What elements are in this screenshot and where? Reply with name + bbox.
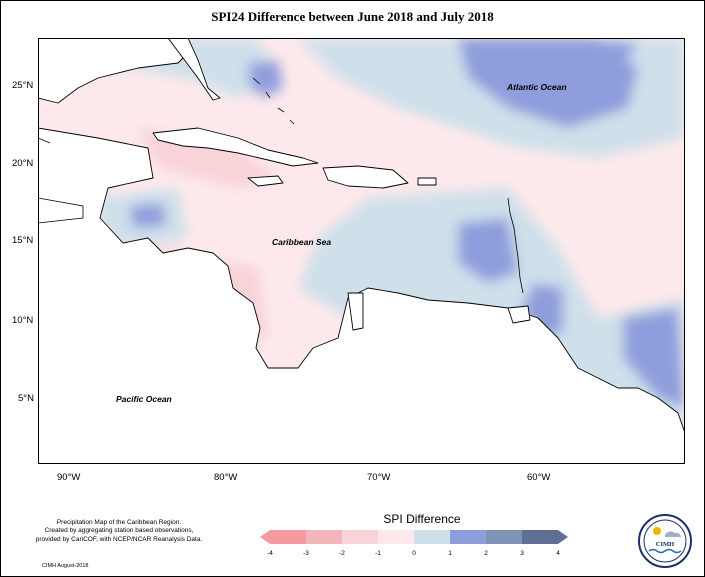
lat-label-10: 10°N — [12, 315, 34, 326]
footer-note-line: Precipitation Map of the Caribbean Regio… — [56, 519, 182, 526]
legend-swatch — [450, 530, 486, 544]
spi-region-east-pink — [508, 138, 685, 288]
logo-text: CIMH — [656, 541, 674, 548]
map-canvas — [38, 38, 685, 464]
cimh-logo: CIMH — [637, 513, 693, 569]
legend-tick-label: -2 — [339, 550, 345, 557]
land-lake-maracaibo — [347, 292, 364, 331]
map-title: SPI24 Difference between June 2018 and J… — [211, 9, 494, 24]
land-lesser-antilles — [507, 197, 524, 294]
spi-region-bahamas-dark — [248, 60, 283, 98]
lon-label-90: 90°W — [57, 472, 81, 483]
legend-tick-label: 1 — [448, 550, 452, 557]
legend-swatch — [342, 530, 378, 544]
lat-label-5: 5°N — [18, 393, 34, 404]
legend-tick-label: -1 — [375, 550, 381, 557]
legend-colorbar: -4 -3 -2 -1 0 1 2 3 4 — [260, 530, 568, 557]
land-bahamas — [252, 77, 295, 125]
spi-region-ne-dark — [558, 38, 638, 58]
spi-region-atlantic-dark — [458, 38, 638, 128]
land-florida — [167, 38, 221, 101]
spi-region-caymans-dark — [130, 203, 166, 228]
map-panel[interactable] — [38, 38, 685, 464]
land-cuba — [152, 127, 319, 167]
legend-swatch — [486, 530, 522, 544]
legend-tick-label: 4 — [556, 550, 560, 557]
label-pacific-ocean: Pacific Ocean — [116, 394, 172, 404]
legend-tick-label: -3 — [303, 550, 309, 557]
lat-label-15: 15°N — [12, 235, 34, 246]
spi-region-guiana-dark — [623, 308, 685, 408]
legend-tick-label: 3 — [520, 550, 524, 557]
footer-note: Precipitation Map of the Caribbean Regio… — [14, 519, 224, 544]
label-atlantic-ocean: Atlantic Ocean — [507, 82, 567, 92]
land-mexico-coast — [38, 137, 84, 224]
footer-note-line: Created by aggregating station based obs… — [44, 527, 194, 535]
legend-swatch — [522, 530, 568, 544]
cloud-icon — [665, 531, 681, 537]
legend-swatch — [414, 530, 450, 544]
legend-tick-label: 2 — [484, 550, 488, 557]
lon-label-60: 60°W — [527, 472, 551, 483]
legend-swatch — [260, 530, 306, 544]
map-border — [38, 38, 685, 464]
wave-icon — [648, 548, 682, 554]
legend-tick-label: -4 — [267, 550, 273, 557]
land-hispaniola — [322, 165, 409, 189]
footer-credit: CIMH August-2018 — [42, 563, 89, 569]
sun-icon — [653, 527, 661, 535]
legend-title: SPI Difference — [383, 512, 461, 526]
spi-region-antilles-dark — [458, 218, 518, 283]
lat-label-25: 25°N — [12, 80, 34, 91]
land-trinidad — [507, 305, 531, 324]
land-jamaica — [247, 175, 284, 187]
lat-label-20: 20°N — [12, 158, 34, 169]
footer-note-line: provided by CariCOF, with NCEP/NCAR Rean… — [35, 535, 203, 543]
label-caribbean-sea: Caribbean Sea — [272, 237, 332, 247]
legend-swatch — [378, 530, 414, 544]
legend-tick-label: 0 — [412, 550, 416, 557]
land-puerto-rico — [417, 177, 437, 186]
lon-label-80: 80°W — [214, 472, 238, 483]
legend-swatch — [306, 530, 342, 544]
lon-label-70: 70°W — [367, 472, 391, 483]
